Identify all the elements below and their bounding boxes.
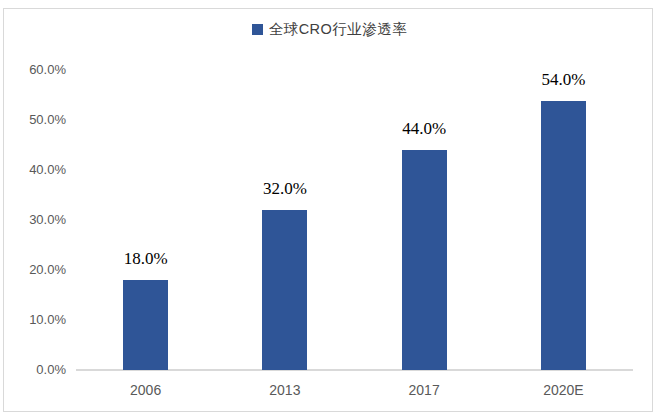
plot-area: 18.0% 32.0% 44.0% 54.0%	[76, 70, 633, 370]
bar-2020E	[541, 101, 586, 370]
bar-column-2020E: 54.0%	[494, 70, 633, 370]
x-axis-tick-label-2013: 2013	[215, 382, 354, 398]
x-axis-tick-label-2020E: 2020E	[494, 382, 633, 398]
y-axis-tick-label: 0.0%	[10, 362, 66, 378]
x-axis-tick-label-2017: 2017	[355, 382, 494, 398]
bar-data-label: 32.0%	[263, 179, 307, 199]
bar-2013	[262, 210, 307, 370]
y-axis-tick-label: 10.0%	[10, 312, 66, 328]
bar-data-label: 44.0%	[402, 119, 446, 139]
bar-2006	[123, 280, 168, 370]
chart-page: 全球CRO行业渗透率 60.0% 50.0% 40.0% 30.0% 20.0% 10.0…	[0, 0, 659, 420]
bar-data-label: 54.0%	[541, 70, 585, 90]
bar-column-2006: 18.0%	[76, 70, 215, 370]
y-axis-tick-label: 20.0%	[10, 262, 66, 278]
y-axis-tick-label: 40.0%	[10, 162, 66, 178]
x-axis-labels: 2006201320172020E	[76, 382, 633, 398]
bar-column-2017: 44.0%	[355, 70, 494, 370]
bar-data-label: 18.0%	[124, 249, 168, 269]
bar-2017	[402, 150, 447, 370]
legend-square-marker-icon	[252, 24, 263, 35]
legend: 全球CRO行业渗透率	[0, 20, 659, 39]
legend-label: 全球CRO行业渗透率	[269, 20, 408, 39]
bar-column-2013: 32.0%	[215, 70, 354, 370]
x-axis-tick-label-2006: 2006	[76, 382, 215, 398]
y-axis-tick-label: 50.0%	[10, 112, 66, 128]
y-axis-tick-label: 30.0%	[10, 212, 66, 228]
y-axis-tick-label: 60.0%	[10, 62, 66, 78]
